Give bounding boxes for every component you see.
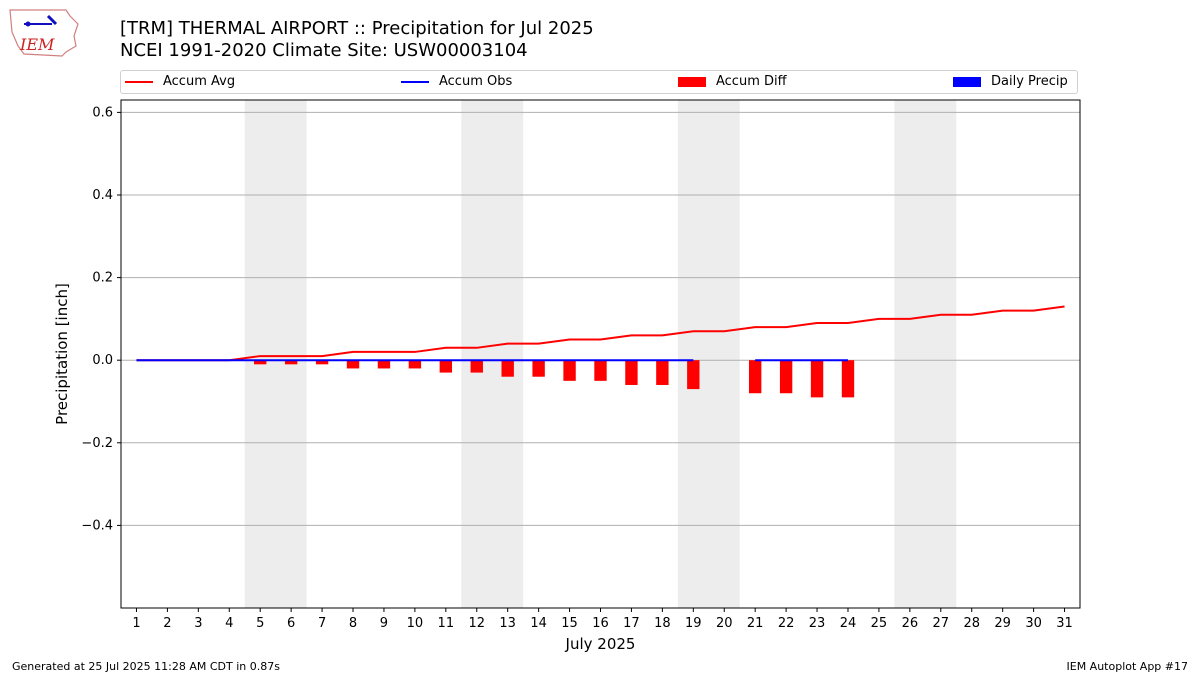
bar-accum-diff: [532, 360, 545, 377]
legend-item-accum-diff: Accum Diff: [678, 74, 787, 89]
bar-accum-diff: [594, 360, 607, 381]
bar-accum-diff: [315, 360, 329, 365]
y-tick-label: 0.0: [92, 353, 113, 368]
footer-generated-text: Generated at 25 Jul 2025 11:28 AM CDT in…: [12, 660, 280, 673]
bar-accum-diff: [408, 360, 422, 369]
y-tick-label: 0.4: [92, 188, 113, 203]
legend-label-daily-precip: Daily Precip: [991, 74, 1068, 89]
series-lines: [136, 305, 1065, 362]
x-tick-label: 27: [933, 616, 950, 631]
line-accum-avg: [136, 305, 1065, 362]
weekend-bands: [244, 100, 957, 608]
x-tick-label: 17: [623, 616, 640, 631]
bar-accum-diff: [841, 360, 855, 398]
bar-accum-diff: [254, 360, 267, 365]
x-tick-label: 12: [468, 616, 485, 631]
x-tick-label: 15: [561, 616, 578, 631]
legend: Accum Avg Accum Obs Accum Diff Daily Pre…: [120, 70, 1078, 94]
y-axis-label: Precipitation [inch]: [53, 283, 71, 425]
logo-text: IEM: [19, 35, 55, 54]
x-tick-label: 19: [685, 616, 702, 631]
x-tick-label: 20: [716, 616, 733, 631]
legend-label-accum-diff: Accum Diff: [716, 74, 787, 89]
weekend-band: [894, 100, 957, 608]
station-dot: [25, 21, 31, 27]
x-tick-label: 6: [287, 616, 295, 631]
y-tick-label: −0.4: [81, 518, 113, 533]
legend-swatch-accum-obs: [401, 80, 429, 83]
x-tick-label: 7: [318, 616, 326, 631]
bar-accum-diff: [779, 360, 793, 394]
x-tick-label: 5: [256, 616, 264, 631]
chart-subtitle: NCEI 1991-2020 Climate Site: USW00003104: [120, 40, 528, 61]
iowa-outline: [9, 9, 79, 57]
legend-item-daily-precip: Daily Precip: [953, 74, 1068, 89]
legend-item-accum-obs: Accum Obs: [401, 74, 512, 89]
bar-accum-diff: [501, 360, 514, 377]
x-tick-label: 21: [747, 616, 764, 631]
x-axis-label: July 2025: [565, 635, 636, 653]
x-tick-label: 18: [654, 616, 671, 631]
bar-accum-diff: [439, 360, 453, 373]
y-tick-label: −0.2: [81, 436, 113, 451]
x-axis: 1 2 3 4 5 6 7 8 9 10 11 12 13 14 15 16 17 18 19 20 21 22 23 24 2…: [132, 608, 1073, 631]
y-tick-label: 0.6: [92, 105, 113, 120]
legend-swatch-accum-avg: [125, 80, 153, 83]
x-tick-label: 2: [163, 616, 171, 631]
wind-barb-flag: [46, 14, 58, 26]
bar-accum-diff: [563, 360, 576, 381]
accum-diff-bars: [254, 360, 855, 398]
x-tick-label: 26: [902, 616, 919, 631]
bar-accum-diff: [284, 360, 298, 365]
bar-accum-diff: [470, 360, 483, 373]
x-tick-label: 3: [194, 616, 202, 631]
x-tick-label: 14: [530, 616, 547, 631]
bar-accum-diff: [748, 360, 762, 394]
x-tick-label: 9: [380, 616, 388, 631]
bar-accum-diff: [687, 360, 700, 390]
legend-label-accum-obs: Accum Obs: [439, 74, 513, 89]
footer-app-text: IEM Autoplot App #17: [1066, 660, 1189, 673]
iem-logo: IEM: [9, 9, 79, 57]
x-tick-label: 10: [407, 616, 424, 631]
bar-accum-diff: [377, 360, 391, 369]
legend-swatch-daily-precip: [953, 76, 981, 87]
x-tick-label: 29: [994, 616, 1011, 631]
x-tick-label: 22: [778, 616, 795, 631]
x-tick-label: 11: [438, 616, 455, 631]
legend-swatch-accum-diff: [678, 76, 706, 87]
x-tick-label: 16: [592, 616, 609, 631]
x-tick-label: 4: [225, 616, 233, 631]
x-tick-label: 25: [871, 616, 888, 631]
legend-label-accum-avg: Accum Avg: [163, 74, 236, 89]
x-tick-label: 23: [809, 616, 826, 631]
y-axis: −0.4 −0.2 0.0 0.2 0.4 0.6: [81, 105, 121, 533]
chart-title: [TRM] THERMAL AIRPORT :: Precipitation f…: [120, 18, 594, 39]
legend-item-accum-avg: Accum Avg: [125, 74, 235, 89]
x-tick-label: 24: [840, 616, 857, 631]
x-tick-label: 13: [499, 616, 516, 631]
bar-accum-diff: [656, 360, 669, 385]
x-tick-label: 1: [132, 616, 140, 631]
x-tick-label: 28: [963, 616, 980, 631]
x-tick-label: 30: [1025, 616, 1042, 631]
weekend-band: [244, 100, 307, 608]
bar-accum-diff: [810, 360, 824, 398]
bar-accum-diff: [625, 360, 638, 385]
weekend-band: [461, 100, 524, 608]
x-tick-label: 31: [1056, 616, 1073, 631]
y-tick-label: 0.2: [92, 271, 113, 286]
x-tick-label: 8: [349, 616, 357, 631]
weekend-band: [677, 100, 740, 608]
bar-accum-diff: [346, 360, 360, 369]
